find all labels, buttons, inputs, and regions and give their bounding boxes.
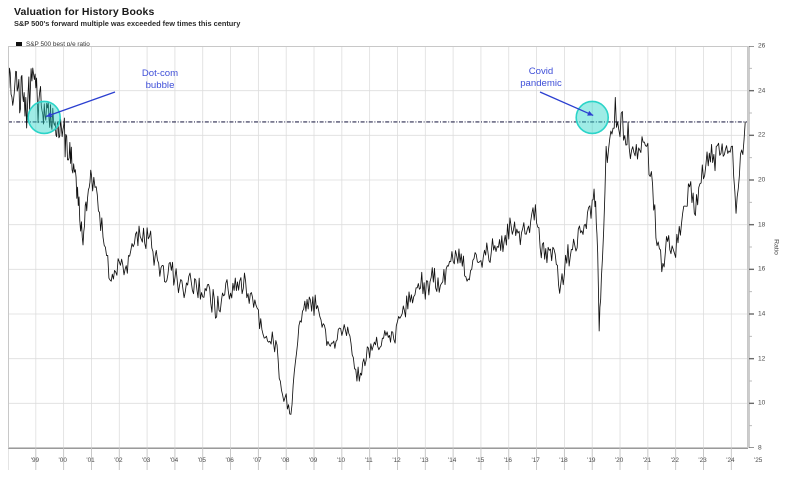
y-axis-label: Ratio [772, 239, 780, 255]
x-tick-label: '23 [698, 457, 707, 464]
x-tick-label: '07 [253, 457, 262, 464]
x-tick-label: '10 [336, 457, 346, 464]
x-axis-ticks [8, 448, 748, 470]
annotation-dot-com-line1: Dot-com [141, 68, 179, 79]
chart-legend: S&P 500 best p/e ratio [16, 41, 90, 48]
x-axis: '99 '00 '01 '02 '03 '04 '05 '06 '07 '08 '09 '10 '11 '… [8, 448, 762, 474]
x-tick-label: '05 [197, 457, 206, 464]
y-axis-ticks [748, 46, 754, 448]
x-tick-label: '21 [642, 457, 652, 464]
x-tick-label: '08 [281, 457, 290, 464]
y-axis: 26 24 22 20 18 16 14 12 10 8 Ratio [748, 42, 787, 452]
x-tick-label: '25 [754, 457, 763, 464]
x-tick-label: '00 [58, 457, 67, 464]
x-tick-label: '14 [448, 457, 457, 464]
x-tick-label: '09 [308, 457, 318, 464]
x-tick-label: '11 [364, 457, 373, 464]
x-tick-label: '22 [670, 457, 679, 464]
highlight-circle-covid-pandemic [575, 100, 610, 135]
y-tick-label: 8 [758, 444, 762, 452]
x-tick-label: '20 [614, 457, 624, 464]
y-tick-label: 22 [758, 131, 766, 139]
x-tick-label: '02 [114, 457, 123, 464]
y-tick-label: 26 [758, 42, 766, 50]
series-line-sp500-pe [8, 67, 746, 415]
x-tick-label: '06 [225, 457, 234, 464]
x-tick-label: '15 [475, 457, 485, 464]
plot-canvas [8, 46, 748, 448]
page-subtitle: S&P 500's forward multiple was exceeded … [14, 19, 241, 28]
plot-border [8, 46, 748, 448]
y-tick-label: 24 [758, 87, 766, 95]
y-tick-label: 12 [758, 355, 766, 363]
highlight-markers [27, 100, 610, 135]
plot-area [8, 46, 748, 448]
y-tick-label: 14 [758, 310, 766, 318]
x-tick-label: '18 [559, 457, 568, 464]
legend-label: S&P 500 best p/e ratio [26, 41, 90, 48]
x-tick-label: '12 [392, 457, 401, 464]
x-tick-label: '19 [587, 457, 596, 464]
x-tick-label: '01 [86, 457, 95, 464]
x-tick-label: '24 [726, 457, 735, 464]
x-tick-label: '16 [503, 457, 512, 464]
annotation-covid-pandemic: Covid pandemic [489, 66, 593, 89]
annotation-covid-line1: Covid [528, 66, 554, 77]
y-tick-label: 16 [758, 265, 766, 273]
gridlines [8, 46, 748, 448]
y-tick-label: 10 [758, 399, 766, 407]
annotation-covid-line2: pandemic [520, 77, 562, 89]
chart-header: Valuation for History Books S&P 500's fo… [14, 6, 534, 29]
x-tick-label: '99 [30, 457, 40, 464]
x-tick-label: '03 [142, 457, 151, 464]
annotation-dot-com-line2: bubble [145, 79, 175, 91]
legend-swatch-icon [16, 41, 22, 48]
x-tick-label: '17 [531, 457, 540, 464]
page-title: Valuation for History Books [14, 6, 155, 18]
y-tick-label: 18 [758, 221, 766, 229]
annotation-dot-com-bubble: Dot-com bubble [108, 68, 212, 91]
x-tick-label: '13 [420, 457, 429, 464]
highlight-circle-dot-com-bubble [27, 100, 61, 135]
y-tick-label: 20 [758, 176, 766, 184]
x-tick-label: '04 [169, 457, 179, 464]
